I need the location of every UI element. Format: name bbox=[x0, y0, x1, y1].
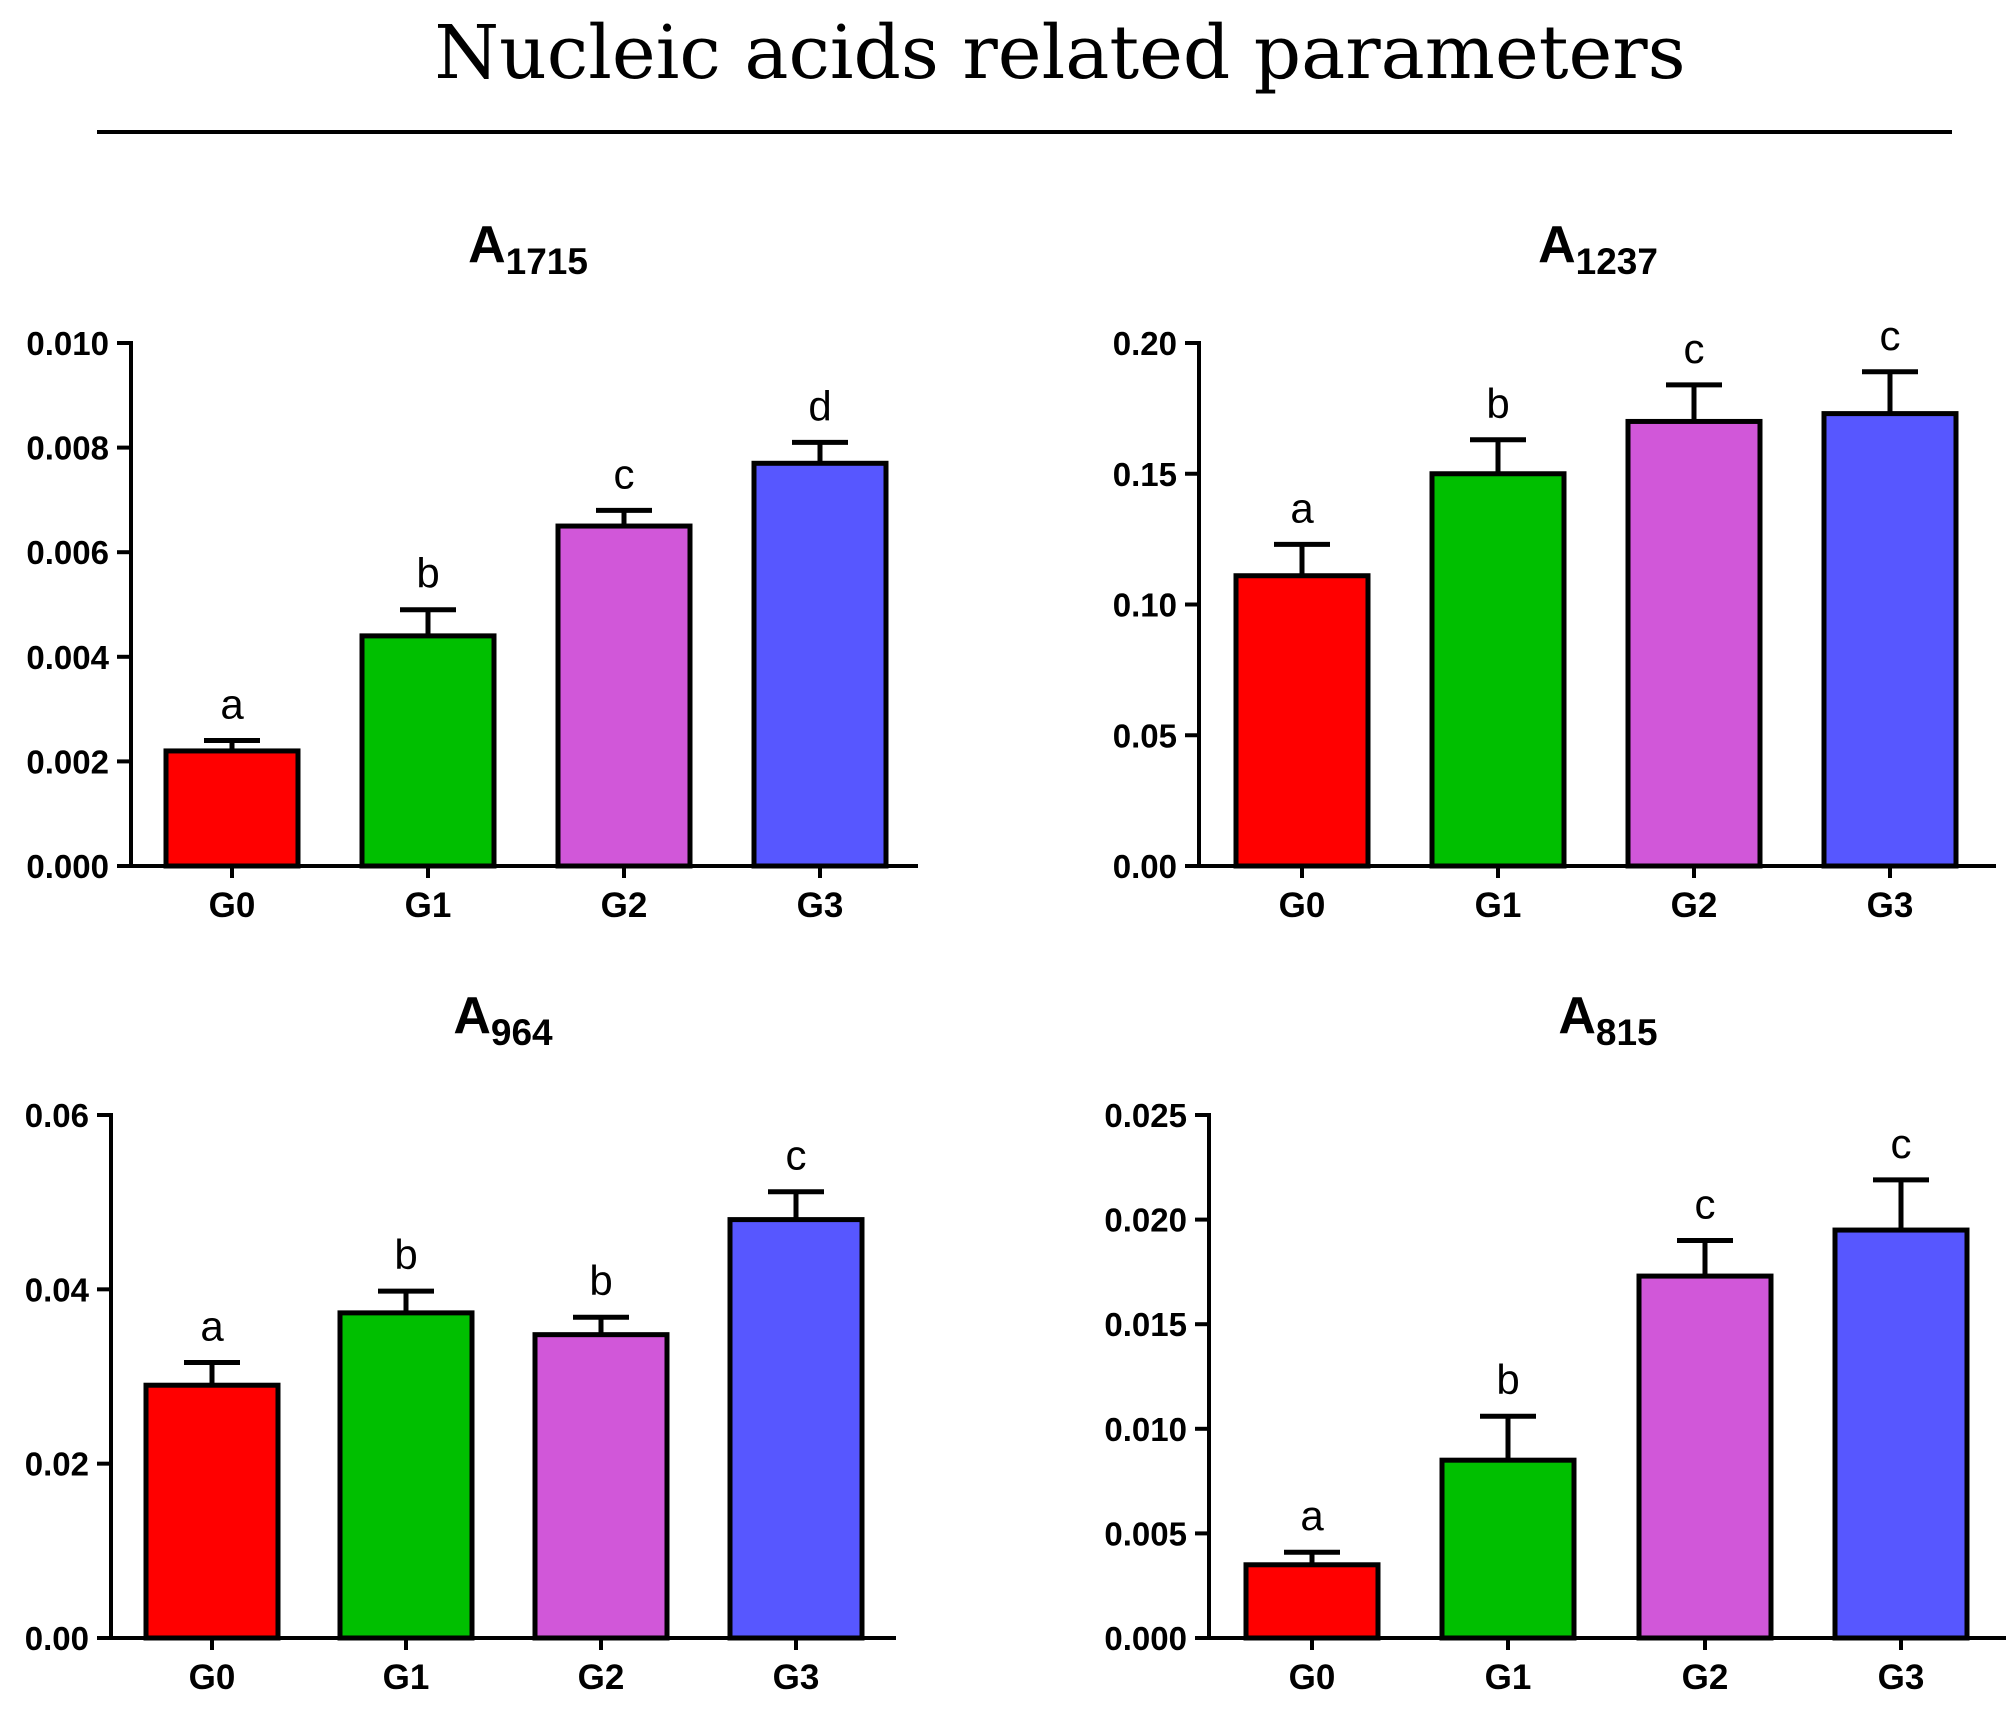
significance-letter: b bbox=[589, 1257, 612, 1304]
bar-g3 bbox=[751, 460, 889, 869]
chart-a815: A815 0.000 0.005 0.010 0.015 0.020 0.025 G0 a G1 b… bbox=[1104, 987, 2006, 1697]
significance-letter: c bbox=[1880, 312, 1901, 359]
significance-letter: c bbox=[786, 1132, 807, 1179]
significance-letter: c bbox=[1695, 1181, 1716, 1228]
x-tick-label: G2 bbox=[1682, 1658, 1729, 1697]
x-tick-label: G0 bbox=[209, 886, 256, 925]
x-tick-label: G1 bbox=[1485, 1658, 1532, 1697]
panel-title-main: A bbox=[453, 987, 491, 1045]
panel-title: A815 bbox=[1558, 987, 1657, 1053]
y-tick-label: 0.020 bbox=[1104, 1202, 1187, 1239]
x-tick-label: G2 bbox=[601, 886, 648, 925]
y-tick-label: 0.10 bbox=[1113, 587, 1177, 624]
bar-g0 bbox=[1243, 1562, 1381, 1641]
significance-letter: b bbox=[394, 1231, 417, 1278]
chart-a964: A964 0.00 0.02 0.04 0.06 G0 a G1 b G2 b G3 c bbox=[25, 987, 896, 1697]
x-tick-label: G1 bbox=[405, 886, 452, 925]
y-tick-label: 0.004 bbox=[26, 639, 109, 676]
significance-letter: a bbox=[200, 1303, 224, 1350]
y-tick-label: 0.06 bbox=[25, 1097, 89, 1134]
significance-letter: b bbox=[1496, 1356, 1519, 1403]
significance-letter: b bbox=[1486, 380, 1509, 427]
bar-g1 bbox=[1439, 1457, 1577, 1641]
y-tick-label: 0.00 bbox=[1113, 848, 1177, 885]
panel-title-main: A bbox=[1558, 987, 1596, 1045]
bar-g1 bbox=[1429, 471, 1567, 869]
x-tick-label: G3 bbox=[1878, 1658, 1925, 1697]
y-tick-label: 0.20 bbox=[1113, 325, 1177, 362]
bar-g2 bbox=[1636, 1273, 1774, 1641]
panel-title-subscript: 1715 bbox=[506, 241, 588, 282]
panel-title-main: A bbox=[468, 216, 506, 274]
panel-title-main: A bbox=[1538, 216, 1576, 274]
panel-title-subscript: 964 bbox=[491, 1012, 553, 1053]
bar-g1 bbox=[337, 1310, 475, 1641]
bar-g0 bbox=[163, 748, 301, 869]
y-tick-label: 0.010 bbox=[1104, 1411, 1187, 1448]
x-tick-label: G1 bbox=[383, 1658, 430, 1697]
significance-letter: d bbox=[808, 382, 831, 429]
y-tick-label: 0.008 bbox=[26, 430, 109, 467]
x-tick-label: G3 bbox=[773, 1658, 820, 1697]
bar-g1 bbox=[359, 633, 497, 869]
panel-title: A1237 bbox=[1538, 216, 1658, 282]
y-tick-label: 0.025 bbox=[1104, 1097, 1187, 1134]
y-tick-label: 0.000 bbox=[1104, 1620, 1187, 1657]
bar-g3 bbox=[727, 1217, 865, 1641]
y-tick-label: 0.005 bbox=[1104, 1515, 1187, 1552]
x-tick-label: G0 bbox=[1289, 1658, 1336, 1697]
significance-letter: b bbox=[416, 550, 439, 597]
chart-a1237: A1237 0.00 0.05 0.10 0.15 0.20 G0 a G1 b G2 c G3 c bbox=[1113, 216, 1996, 925]
bar-g2 bbox=[555, 523, 693, 869]
x-tick-label: G2 bbox=[578, 1658, 625, 1697]
bar-g3 bbox=[1832, 1227, 1970, 1641]
y-tick-label: 0.015 bbox=[1104, 1306, 1187, 1343]
y-tick-label: 0.002 bbox=[26, 743, 109, 780]
significance-letter: c bbox=[614, 450, 635, 497]
significance-letter: a bbox=[1290, 484, 1314, 531]
y-tick-label: 0.000 bbox=[26, 848, 109, 885]
y-tick-label: 0.00 bbox=[25, 1620, 89, 1657]
x-tick-label: G3 bbox=[1867, 886, 1914, 925]
x-tick-label: G1 bbox=[1475, 886, 1522, 925]
significance-letter: c bbox=[1684, 325, 1705, 372]
y-tick-label: 0.010 bbox=[26, 325, 109, 362]
bar-g3 bbox=[1821, 411, 1959, 869]
bar-g0 bbox=[1233, 573, 1371, 869]
bar-g2 bbox=[1625, 418, 1763, 869]
panel-title: A1715 bbox=[468, 216, 588, 282]
main-title: Nucleic acids related parameters bbox=[434, 10, 1685, 96]
chart-a1715: A1715 0.000 0.002 0.004 0.006 0.008 0.010 G0 a G1… bbox=[26, 216, 918, 925]
significance-letter: a bbox=[1300, 1492, 1324, 1539]
y-tick-label: 0.05 bbox=[1113, 717, 1177, 754]
y-tick-label: 0.15 bbox=[1113, 456, 1177, 493]
x-tick-label: G0 bbox=[189, 1658, 236, 1697]
y-tick-label: 0.04 bbox=[25, 1271, 90, 1308]
bar-g0 bbox=[143, 1382, 281, 1641]
x-tick-label: G0 bbox=[1279, 886, 1326, 925]
panel-title-subscript: 1237 bbox=[1576, 241, 1658, 282]
significance-letter: a bbox=[220, 680, 244, 727]
bar-g2 bbox=[532, 1332, 670, 1641]
x-tick-label: G3 bbox=[797, 886, 844, 925]
y-tick-label: 0.006 bbox=[26, 534, 109, 571]
x-tick-label: G2 bbox=[1671, 886, 1718, 925]
panel-title: A964 bbox=[453, 987, 553, 1053]
significance-letter: c bbox=[1891, 1120, 1912, 1167]
panel-title-subscript: 815 bbox=[1596, 1012, 1658, 1053]
y-tick-label: 0.02 bbox=[25, 1446, 89, 1483]
